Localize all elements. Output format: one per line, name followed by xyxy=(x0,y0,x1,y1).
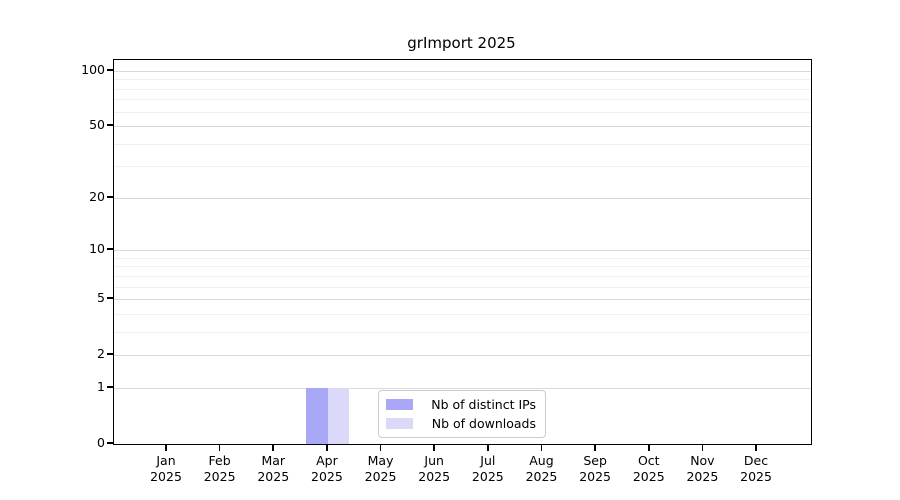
x-tick-label: Oct 2025 xyxy=(632,453,665,484)
x-tick xyxy=(165,444,167,451)
legend-item-downloads: Nb of downloads xyxy=(386,416,536,431)
y-tick xyxy=(107,248,113,250)
legend-swatch-distinct-ips xyxy=(386,399,413,410)
y-tick-label: 100 xyxy=(81,61,105,77)
x-tick-label: May 2025 xyxy=(364,453,397,484)
x-tick-label: Jan 2025 xyxy=(150,453,182,484)
x-tick xyxy=(272,444,275,451)
gridline-minor xyxy=(114,286,811,288)
bar-distinct-ips-apr xyxy=(306,387,328,444)
x-tick xyxy=(701,444,704,451)
gridline-major xyxy=(114,355,811,357)
x-tick-label: Nov 2025 xyxy=(686,453,719,484)
gridline-major xyxy=(114,299,811,301)
plot-area xyxy=(113,59,812,445)
x-tick xyxy=(647,444,650,451)
legend: Nb of distinct IPs Nb of downloads xyxy=(378,390,546,438)
gridline-major xyxy=(114,250,811,252)
y-tick-label: 2 xyxy=(97,346,105,362)
x-tick xyxy=(326,444,328,451)
legend-label-downloads: Nb of downloads xyxy=(431,416,536,431)
chart-title: grImport 2025 xyxy=(407,34,516,52)
x-tick xyxy=(755,444,757,451)
gridline-minor xyxy=(114,143,811,145)
gridline-minor xyxy=(114,257,811,259)
y-tick xyxy=(107,69,113,71)
x-tick xyxy=(433,444,435,451)
y-tick xyxy=(107,124,113,126)
x-tick-label: Mar 2025 xyxy=(257,453,290,484)
y-tick xyxy=(107,386,113,388)
gridline-minor xyxy=(114,111,811,113)
legend-item-distinct-ips: Nb of distinct IPs xyxy=(386,397,536,412)
y-tick xyxy=(107,353,113,355)
gridline-major xyxy=(114,387,811,389)
x-tick xyxy=(218,444,221,451)
x-tick xyxy=(379,444,382,451)
x-tick-label: Sep 2025 xyxy=(579,453,612,484)
gridline-major xyxy=(114,126,811,128)
x-tick xyxy=(594,444,596,451)
gridline-minor xyxy=(114,275,811,277)
x-tick-label: Apr 2025 xyxy=(311,453,343,484)
gridline-minor xyxy=(114,79,811,81)
y-tick xyxy=(107,196,113,198)
x-tick xyxy=(540,444,543,451)
gridline-minor xyxy=(114,266,811,268)
gridline-minor xyxy=(114,313,811,315)
x-tick-label: Jul 2025 xyxy=(471,453,504,484)
x-tick xyxy=(487,444,489,451)
legend-swatch-downloads xyxy=(386,418,413,429)
gridline-major xyxy=(114,70,811,72)
y-tick-label: 10 xyxy=(89,241,105,257)
x-tick-label: Dec 2025 xyxy=(740,453,772,484)
y-tick-label: 50 xyxy=(89,117,105,133)
gridline-minor xyxy=(114,166,811,168)
gridline-minor xyxy=(114,88,811,90)
y-tick xyxy=(107,442,113,444)
y-tick-label: 20 xyxy=(89,188,105,204)
gridline-minor xyxy=(114,331,811,333)
y-tick-label: 5 xyxy=(97,290,105,306)
y-tick xyxy=(107,297,113,299)
x-tick-label: Feb 2025 xyxy=(203,453,236,484)
gridline-minor xyxy=(114,99,811,101)
x-tick-label: Jun 2025 xyxy=(418,453,451,484)
x-tick-label: Aug 2025 xyxy=(525,453,558,484)
y-tick-label: 1 xyxy=(97,378,105,394)
gridline-major xyxy=(114,197,811,199)
bar-downloads-apr xyxy=(327,387,350,444)
y-tick-label: 0 xyxy=(97,435,105,450)
legend-label-distinct-ips: Nb of distinct IPs xyxy=(431,397,536,412)
